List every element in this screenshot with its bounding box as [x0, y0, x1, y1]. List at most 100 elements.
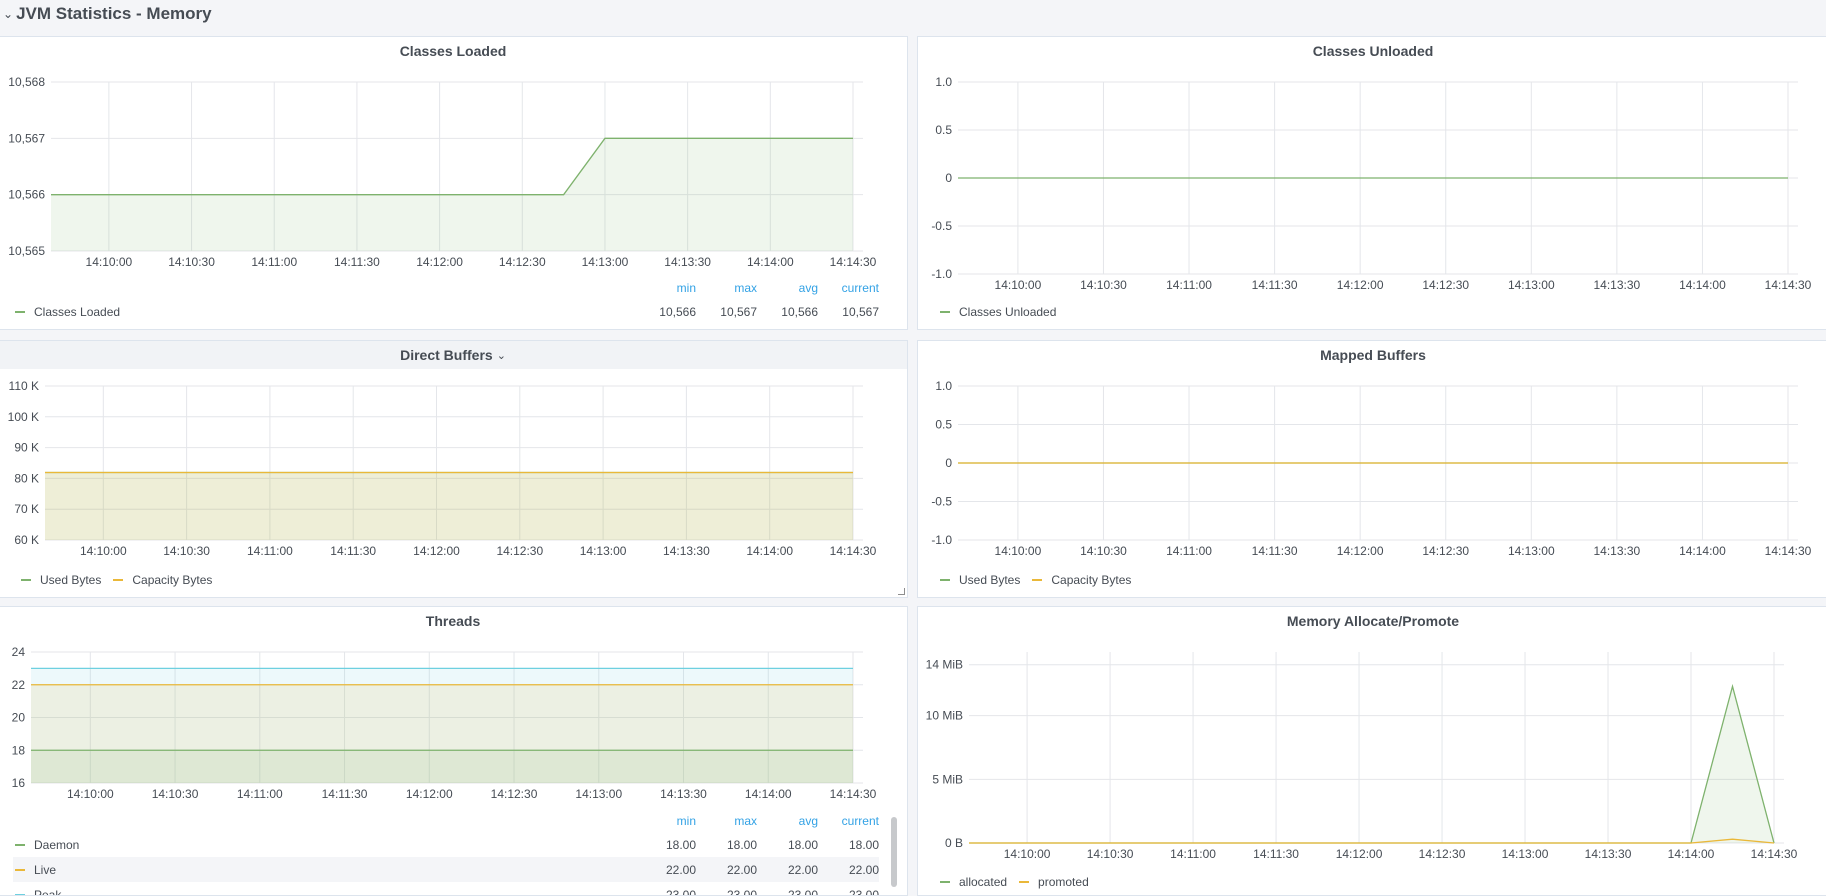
legend-row[interactable]: Peak 23.00 23.00 23.00 23.00: [13, 882, 879, 896]
x-tick-label: 14:10:30: [1080, 278, 1127, 292]
y-tick-label: 60 K: [14, 533, 39, 547]
legend: allocated promoted: [938, 875, 1099, 889]
legend-label[interactable]: Capacity Bytes: [132, 573, 212, 587]
x-tick-label: 14:10:00: [80, 544, 127, 558]
legend-row[interactable]: Classes Loaded 10,566 10,567 10,566 10,5…: [13, 299, 879, 324]
y-tick-label: -1.0: [931, 533, 952, 547]
legend-min: 10,566: [635, 305, 696, 319]
x-tick-label: 14:10:30: [1080, 544, 1127, 558]
x-tick-label: 14:11:00: [251, 255, 297, 269]
legend-label[interactable]: Used Bytes: [40, 573, 101, 587]
legend-label[interactable]: Peak: [34, 888, 61, 896]
row-header[interactable]: ⌄ JVM Statistics - Memory: [0, 0, 1826, 28]
x-tick-label: 14:10:00: [67, 787, 114, 801]
legend-header-min[interactable]: min: [635, 814, 696, 828]
series-fill: [45, 472, 853, 540]
series-fill: [969, 686, 1774, 843]
legend-header-min[interactable]: min: [635, 281, 696, 295]
x-tick-label: 14:14:00: [1679, 278, 1726, 292]
x-tick-label: 14:14:30: [1751, 847, 1798, 861]
legend-label[interactable]: allocated: [959, 875, 1007, 889]
x-tick-label: 14:11:00: [1170, 847, 1216, 861]
x-tick-label: 14:11:30: [322, 787, 368, 801]
series-line: [969, 686, 1774, 843]
legend-item[interactable]: Used Bytes: [19, 573, 101, 587]
x-tick-label: 14:10:00: [86, 255, 133, 269]
x-tick-label: 14:13:00: [1502, 847, 1549, 861]
legend-min: 22.00: [635, 863, 696, 877]
x-tick-label: 14:12:30: [1419, 847, 1466, 861]
legend-label[interactable]: Live: [34, 863, 56, 877]
y-tick-label: 10,566: [8, 188, 45, 202]
x-tick-label: 14:10:30: [152, 787, 199, 801]
y-tick-label: 10,568: [8, 75, 45, 89]
legend-table: min max avg current Classes Loaded 10,56…: [13, 277, 879, 324]
x-tick-label: 14:12:00: [416, 255, 463, 269]
y-tick-label: 80 K: [14, 471, 39, 485]
legend-avg: 10,566: [757, 305, 818, 319]
legend-label[interactable]: promoted: [1038, 875, 1089, 889]
chevron-down-icon[interactable]: ⌄: [3, 7, 13, 21]
legend-swatch: [940, 881, 950, 883]
legend-label[interactable]: Capacity Bytes: [1051, 573, 1131, 587]
legend-header-row: min max avg current: [13, 277, 879, 299]
x-tick-label: 14:14:00: [747, 255, 794, 269]
x-tick-label: 14:10:30: [163, 544, 210, 558]
x-tick-label: 14:13:30: [663, 544, 710, 558]
y-tick-label: 70 K: [14, 502, 39, 516]
legend-swatch: [15, 869, 25, 871]
legend-swatch: [940, 579, 950, 581]
x-tick-label: 14:13:00: [582, 255, 629, 269]
x-tick-label: 14:14:30: [830, 255, 877, 269]
legend-header-max[interactable]: max: [696, 281, 757, 295]
y-tick-label: 90 K: [14, 441, 39, 455]
y-tick-label: 0: [945, 171, 952, 185]
x-tick-label: 14:14:00: [1679, 544, 1726, 558]
y-tick-label: 1.0: [935, 75, 952, 89]
legend-max: 10,567: [696, 305, 757, 319]
x-tick-label: 14:13:00: [580, 544, 627, 558]
legend-row[interactable]: Live 22.00 22.00 22.00 22.00: [13, 857, 879, 882]
legend-swatch: [1019, 881, 1029, 883]
x-tick-label: 14:13:00: [1508, 544, 1555, 558]
y-tick-label: 14 MiB: [926, 658, 963, 672]
legend-item[interactable]: Capacity Bytes: [111, 573, 212, 587]
legend-item[interactable]: promoted: [1017, 875, 1089, 889]
legend-item[interactable]: Capacity Bytes: [1030, 573, 1131, 587]
x-tick-label: 14:12:00: [413, 544, 460, 558]
x-tick-label: 14:10:00: [1004, 847, 1051, 861]
series-fill: [31, 750, 853, 783]
x-tick-label: 14:10:00: [995, 544, 1042, 558]
legend-header-avg[interactable]: avg: [757, 281, 818, 295]
x-tick-label: 14:14:30: [830, 787, 877, 801]
y-tick-label: 24: [12, 645, 26, 659]
legend-item[interactable]: Used Bytes: [938, 573, 1020, 587]
x-tick-label: 14:12:30: [499, 255, 546, 269]
y-tick-label: 20: [12, 711, 26, 725]
y-tick-label: 22: [12, 678, 26, 692]
legend-header-current[interactable]: current: [818, 281, 879, 295]
legend: Used Bytes Capacity Bytes: [938, 573, 1141, 587]
legend-swatch: [1032, 579, 1042, 581]
legend-label[interactable]: Used Bytes: [959, 573, 1020, 587]
legend-swatch: [940, 311, 950, 313]
legend-max: 23.00: [696, 888, 757, 896]
legend-scrollbar[interactable]: [891, 817, 897, 887]
legend-avg: 22.00: [757, 863, 818, 877]
x-tick-label: 14:12:30: [496, 544, 543, 558]
legend-header-max[interactable]: max: [696, 814, 757, 828]
legend-current: 18.00: [818, 838, 879, 852]
legend-header-avg[interactable]: avg: [757, 814, 818, 828]
x-tick-label: 14:14:30: [1765, 278, 1812, 292]
legend-row[interactable]: Daemon 18.00 18.00 18.00 18.00: [13, 832, 879, 857]
resize-handle[interactable]: [898, 588, 905, 595]
x-tick-label: 14:12:00: [406, 787, 453, 801]
legend-item[interactable]: Classes Unloaded: [938, 305, 1056, 319]
legend-label[interactable]: Classes Loaded: [34, 305, 120, 319]
legend-label[interactable]: Daemon: [34, 838, 79, 852]
legend-header-current[interactable]: current: [818, 814, 879, 828]
legend-item[interactable]: allocated: [938, 875, 1007, 889]
legend-label[interactable]: Classes Unloaded: [959, 305, 1056, 319]
